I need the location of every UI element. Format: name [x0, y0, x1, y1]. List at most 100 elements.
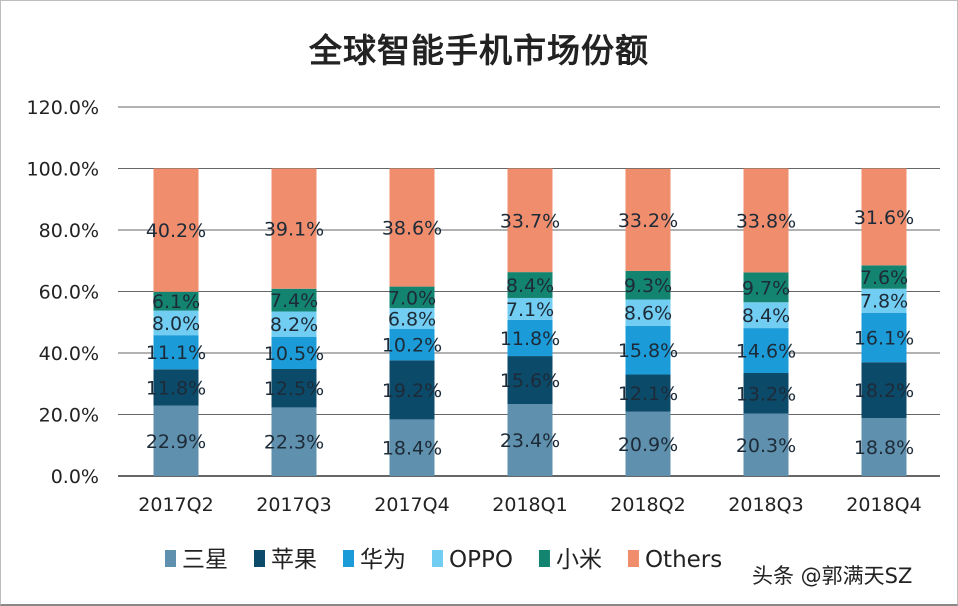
- bar-segment: [507, 356, 553, 405]
- bar-segment: [625, 168, 671, 271]
- bar-segment: [861, 265, 907, 289]
- data-label: 10.2%: [382, 335, 442, 357]
- x-tick-label: 2018Q4: [846, 494, 921, 516]
- bar-segment: [389, 329, 435, 361]
- bar-segment: [625, 270, 671, 300]
- bar-segment: [743, 413, 789, 476]
- chart-title: 全球智能手机市场份额: [309, 31, 649, 70]
- x-tick-label: 2018Q1: [492, 494, 567, 516]
- data-label: 18.2%: [854, 380, 914, 402]
- data-label: 8.6%: [624, 303, 672, 325]
- bar-segment: [507, 272, 553, 298]
- bar-segment: [861, 418, 907, 476]
- data-label: 7.0%: [388, 287, 436, 309]
- bar-segment: [625, 374, 671, 412]
- data-label: 33.8%: [736, 210, 796, 232]
- legend-label: 三星: [182, 547, 228, 573]
- legend-label: 小米: [556, 547, 602, 573]
- data-label: 13.2%: [736, 383, 796, 405]
- bar-segment: [743, 328, 789, 373]
- y-tick-label: 80.0%: [39, 220, 99, 242]
- bar-segment: [389, 168, 435, 287]
- legend-label: OPPO: [449, 547, 513, 573]
- data-label: 8.4%: [506, 275, 554, 297]
- data-label: 40.2%: [146, 220, 206, 242]
- data-label: 12.5%: [264, 378, 324, 400]
- x-tick-label: 2017Q2: [138, 494, 213, 516]
- data-label: 9.3%: [624, 275, 672, 297]
- bar-segment: [625, 299, 671, 326]
- watermark: 头条 @郭满天SZ: [752, 564, 913, 588]
- data-label: 11.1%: [146, 342, 206, 364]
- x-tick-label: 2018Q3: [728, 494, 803, 516]
- data-label: 7.8%: [860, 291, 908, 313]
- bar-segment: [507, 404, 553, 476]
- data-label: 16.1%: [854, 327, 914, 349]
- bar-segment: [625, 325, 671, 375]
- data-label: 38.6%: [382, 218, 442, 240]
- data-label: 20.9%: [618, 434, 678, 456]
- data-label: 7.1%: [506, 299, 554, 321]
- bar-segment: [153, 291, 199, 311]
- bar-segment: [861, 168, 907, 266]
- legend-swatch: [165, 550, 176, 567]
- bar-segment: [861, 288, 907, 313]
- bar-segment: [743, 302, 789, 329]
- data-label: 14.6%: [736, 341, 796, 363]
- x-tick-label: 2018Q2: [610, 494, 685, 516]
- bar-segment: [153, 168, 199, 292]
- bar-segment: [271, 311, 317, 337]
- data-label: 31.6%: [854, 207, 914, 229]
- bar-segment: [389, 286, 435, 309]
- bar-segment: [743, 272, 789, 303]
- data-label: 9.7%: [742, 277, 790, 299]
- data-label: 12.1%: [618, 383, 678, 405]
- bar-segment: [153, 405, 199, 476]
- bar-segment: [389, 308, 435, 330]
- bar-segment: [271, 168, 317, 289]
- data-label: 33.2%: [618, 210, 678, 232]
- legend-swatch: [627, 550, 639, 567]
- bar-segment: [271, 288, 317, 312]
- data-label: 7.4%: [270, 290, 318, 312]
- data-label: 15.6%: [500, 370, 560, 392]
- y-tick-label: 120.0%: [27, 97, 99, 119]
- bar-segment: [389, 360, 435, 420]
- y-tick-label: 20.0%: [39, 405, 99, 427]
- legend-label: Others: [645, 547, 722, 573]
- bar-segment: [271, 368, 317, 408]
- data-label: 22.9%: [146, 431, 206, 453]
- bar-segment: [507, 319, 553, 357]
- bar-segment: [389, 419, 435, 476]
- data-label: 22.3%: [264, 432, 324, 454]
- legend-swatch: [432, 550, 443, 567]
- data-label: 23.4%: [500, 430, 560, 452]
- data-label: 8.0%: [152, 313, 200, 335]
- data-label: 19.2%: [382, 380, 442, 402]
- x-tick-label: 2017Q4: [374, 494, 449, 516]
- bar-segment: [271, 336, 317, 369]
- legend-swatch: [254, 550, 265, 567]
- bar-segment: [271, 407, 317, 476]
- bar-segment: [507, 168, 553, 273]
- data-label: 18.8%: [854, 437, 914, 459]
- data-label: 6.1%: [152, 291, 200, 313]
- bar-segment: [153, 369, 199, 406]
- y-tick-label: 60.0%: [39, 282, 99, 304]
- data-label: 11.8%: [500, 328, 560, 350]
- bar-segment: [153, 335, 199, 370]
- data-label: 15.8%: [618, 340, 678, 362]
- legend-swatch: [343, 550, 354, 567]
- legend-label: 华为: [360, 547, 406, 573]
- x-tick-label: 2017Q3: [256, 494, 331, 516]
- data-label: 8.2%: [270, 314, 318, 336]
- legend-label: 苹果: [271, 547, 317, 573]
- data-label: 39.1%: [264, 219, 324, 241]
- bar-segment: [153, 310, 199, 336]
- bar-segment: [861, 362, 907, 419]
- data-label: 8.4%: [742, 305, 790, 327]
- bar-segment: [861, 312, 907, 363]
- data-label: 10.5%: [264, 343, 324, 365]
- bar-segment: [743, 372, 789, 414]
